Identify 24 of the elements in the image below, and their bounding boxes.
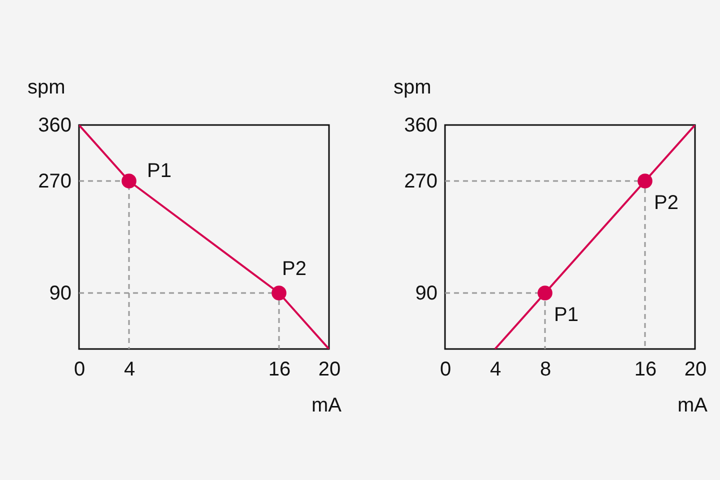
y-tick-label: 90	[49, 282, 72, 304]
x-axis-title: mA	[678, 394, 708, 416]
y-axis-title: spm	[394, 76, 432, 98]
x-tick-label: 0	[74, 358, 86, 380]
y-tick-label: 270	[38, 170, 72, 192]
x-tick-label: 8	[540, 358, 552, 380]
x-tick-label: 0	[440, 358, 452, 380]
annotation: P2	[654, 192, 678, 214]
x-tick-label: 20	[684, 358, 707, 380]
y-tick-label: 360	[38, 114, 72, 136]
y-tick-label: 360	[404, 114, 438, 136]
annotation: P2	[282, 258, 306, 280]
x-tick-label: 20	[318, 358, 341, 380]
x-tick-label: 4	[490, 358, 502, 380]
annotation: P1	[554, 304, 578, 326]
y-axis-title: spm	[28, 76, 66, 98]
x-tick-label: 4	[124, 358, 136, 380]
y-tick-label: 90	[415, 282, 438, 304]
line-series	[79, 125, 329, 349]
y-tick-label: 270	[404, 170, 438, 192]
x-tick-label: 16	[634, 358, 657, 380]
x-axis-title: mA	[312, 394, 342, 416]
x-tick-label: 16	[268, 358, 291, 380]
annotation: P1	[147, 160, 172, 182]
